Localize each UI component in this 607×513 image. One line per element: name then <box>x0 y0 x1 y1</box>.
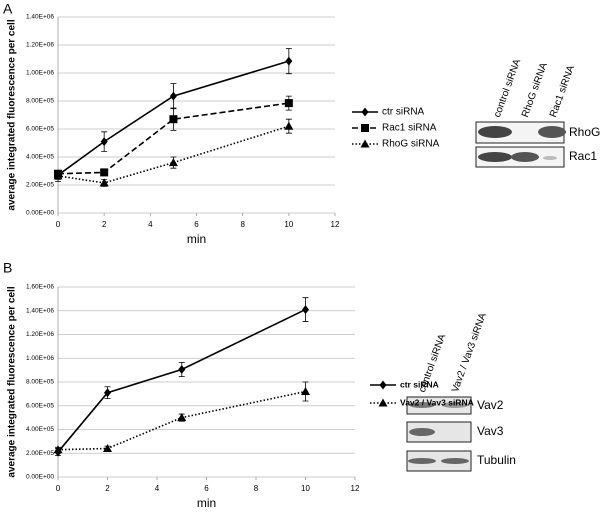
blot-strip <box>406 396 472 415</box>
y-tick-label: 1.60E+06 <box>26 284 54 291</box>
x-tick-label: 8 <box>254 484 259 493</box>
series-line <box>57 125 290 184</box>
marker <box>169 91 177 101</box>
y-tick-label: 4.00E+05 <box>26 154 54 161</box>
band <box>441 458 469 464</box>
blot-strip <box>406 421 472 443</box>
y-tick-label: 1.00E+06 <box>26 355 54 362</box>
y-tick-label: 0.00E+00 <box>26 474 54 481</box>
marker <box>100 168 109 177</box>
y-tick-label: 0.00E+00 <box>26 210 54 217</box>
x-tick-label: 2 <box>102 220 107 229</box>
series-line <box>57 308 306 453</box>
marker <box>168 158 178 167</box>
y-tick-label: 1.40E+06 <box>26 307 54 314</box>
marker <box>100 137 108 147</box>
y-tick-label: 6.00E+05 <box>26 402 54 409</box>
band <box>408 458 436 464</box>
blot-a <box>475 121 566 168</box>
legend-label: Rac1 siRNA <box>382 123 437 134</box>
x-tick-label: 10 <box>301 484 310 493</box>
y-tick-label: 2.00E+05 <box>26 450 54 457</box>
band <box>409 428 435 436</box>
legend-marker <box>361 107 369 117</box>
series-line <box>57 102 289 175</box>
row-label: RhoG <box>569 125 600 139</box>
row-label: Rac1 <box>569 149 597 163</box>
y-tick-label: 1.20E+06 <box>26 42 54 49</box>
legend-label: ctr siRNA <box>382 107 425 118</box>
x-tick-label: 8 <box>240 220 245 229</box>
marker <box>302 305 309 315</box>
x-tick-label: 12 <box>331 220 340 229</box>
lane-label: RhoG siRNA <box>520 61 550 119</box>
band <box>478 152 512 162</box>
y-axis-label: average integrated fluorescence per cell <box>7 19 18 210</box>
x-tick-label: 12 <box>351 484 360 493</box>
x-tick-label: 0 <box>56 220 61 229</box>
row-label: Tubulin <box>477 453 516 467</box>
x-tick-label: 10 <box>284 220 293 229</box>
series-line <box>57 60 290 176</box>
marker <box>99 178 109 187</box>
panel-label: A <box>3 1 13 17</box>
x-axis-label: min <box>187 232 206 246</box>
marker <box>103 444 112 452</box>
y-axis-label: average integrated fluorescence per cell <box>7 286 18 477</box>
y-tick-label: 1.00E+06 <box>26 70 54 77</box>
band <box>511 152 539 162</box>
blot-b <box>406 396 472 472</box>
band <box>409 402 435 408</box>
y-tick-label: 1.40E+06 <box>26 14 54 21</box>
lane-label: Vav2 / Vav3 siRNA <box>450 311 489 394</box>
legend-marker <box>360 139 370 148</box>
marker <box>177 413 187 422</box>
marker <box>284 99 293 108</box>
y-tick-label: 8.00E+05 <box>26 98 54 105</box>
x-tick-label: 6 <box>194 220 199 229</box>
marker <box>285 56 293 66</box>
legend-label: ctr siRNA <box>400 379 439 389</box>
lane-label: Rac1 siRNA <box>548 64 577 119</box>
panel-label: B <box>3 260 12 276</box>
x-tick-label: 4 <box>155 484 160 493</box>
band <box>478 126 512 138</box>
marker <box>53 171 63 180</box>
y-tick-label: 1.20E+06 <box>26 331 54 338</box>
marker <box>301 387 310 395</box>
x-tick-label: 0 <box>56 484 61 493</box>
marker <box>178 365 186 375</box>
row-label: Vav3 <box>477 424 504 438</box>
marker <box>169 115 178 124</box>
legend-label: RhoG siRNA <box>382 139 440 150</box>
band <box>538 126 566 138</box>
marker <box>284 121 294 130</box>
band <box>543 156 557 160</box>
legend-marker <box>361 124 369 132</box>
marker <box>104 388 111 398</box>
legend-marker <box>379 380 387 390</box>
marker <box>53 445 63 454</box>
y-tick-label: 2.00E+05 <box>26 182 54 189</box>
y-tick-label: 8.00E+05 <box>26 379 54 386</box>
x-tick-label: 6 <box>204 484 209 493</box>
legend-label: Vav2 / Vav3 siRNA <box>400 397 474 407</box>
x-tick-label: 2 <box>105 484 110 493</box>
y-tick-label: 4.00E+05 <box>26 426 54 433</box>
legend-marker <box>378 398 388 407</box>
y-tick-label: 6.00E+05 <box>26 126 54 133</box>
blot-strip <box>406 450 472 472</box>
series-line <box>57 390 306 451</box>
row-label: Vav2 <box>477 398 504 412</box>
x-tick-label: 4 <box>148 220 153 229</box>
band <box>442 402 468 408</box>
x-axis-label: min <box>197 496 216 510</box>
lane-label: control siRNA <box>492 57 523 119</box>
